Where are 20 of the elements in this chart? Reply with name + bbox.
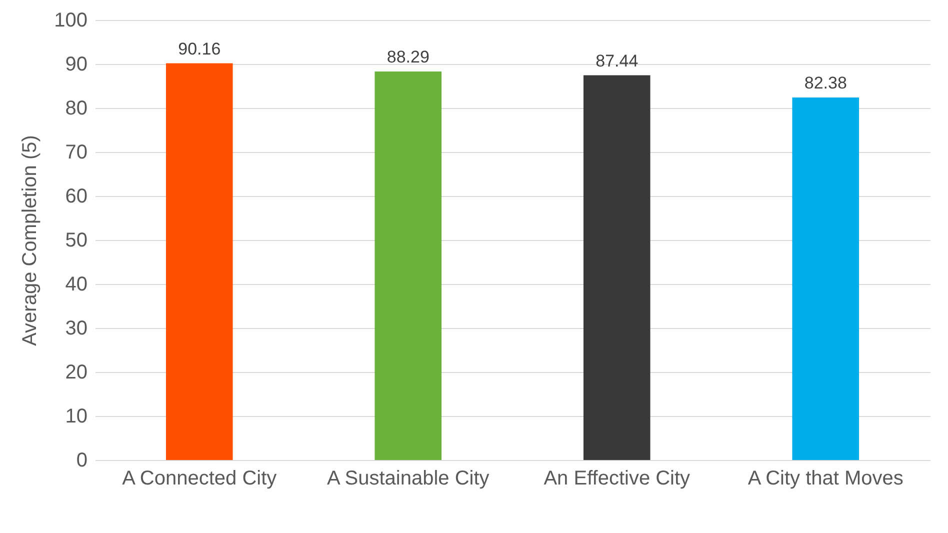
y-axis-title: Average Completion (5): [19, 135, 42, 346]
data-label: 82.38: [804, 74, 847, 93]
x-tick-label: An Effective City: [544, 468, 690, 490]
y-tick-label: 80: [65, 98, 88, 120]
data-label: 88.29: [386, 48, 430, 67]
x-tick-label: A Sustainable City: [326, 468, 490, 490]
y-tick-label: 30: [65, 318, 88, 340]
y-tick-label: 0: [76, 450, 88, 472]
data-label: 87.44: [596, 51, 638, 70]
data-label: 90.16: [178, 39, 221, 58]
y-tick-label: 40: [65, 274, 88, 296]
y-tick-label: 100: [54, 10, 88, 32]
x-tick-label: A City that Moves: [748, 468, 904, 490]
y-tick-label: 70: [65, 142, 88, 164]
y-tick-label: 10: [65, 406, 88, 428]
y-tick-label: 60: [65, 186, 88, 208]
y-tick-label: 90: [65, 54, 88, 76]
x-tick-label: A Connected City: [122, 468, 277, 490]
y-tick-label: 50: [65, 230, 88, 252]
y-tick-label: 20: [65, 362, 88, 384]
